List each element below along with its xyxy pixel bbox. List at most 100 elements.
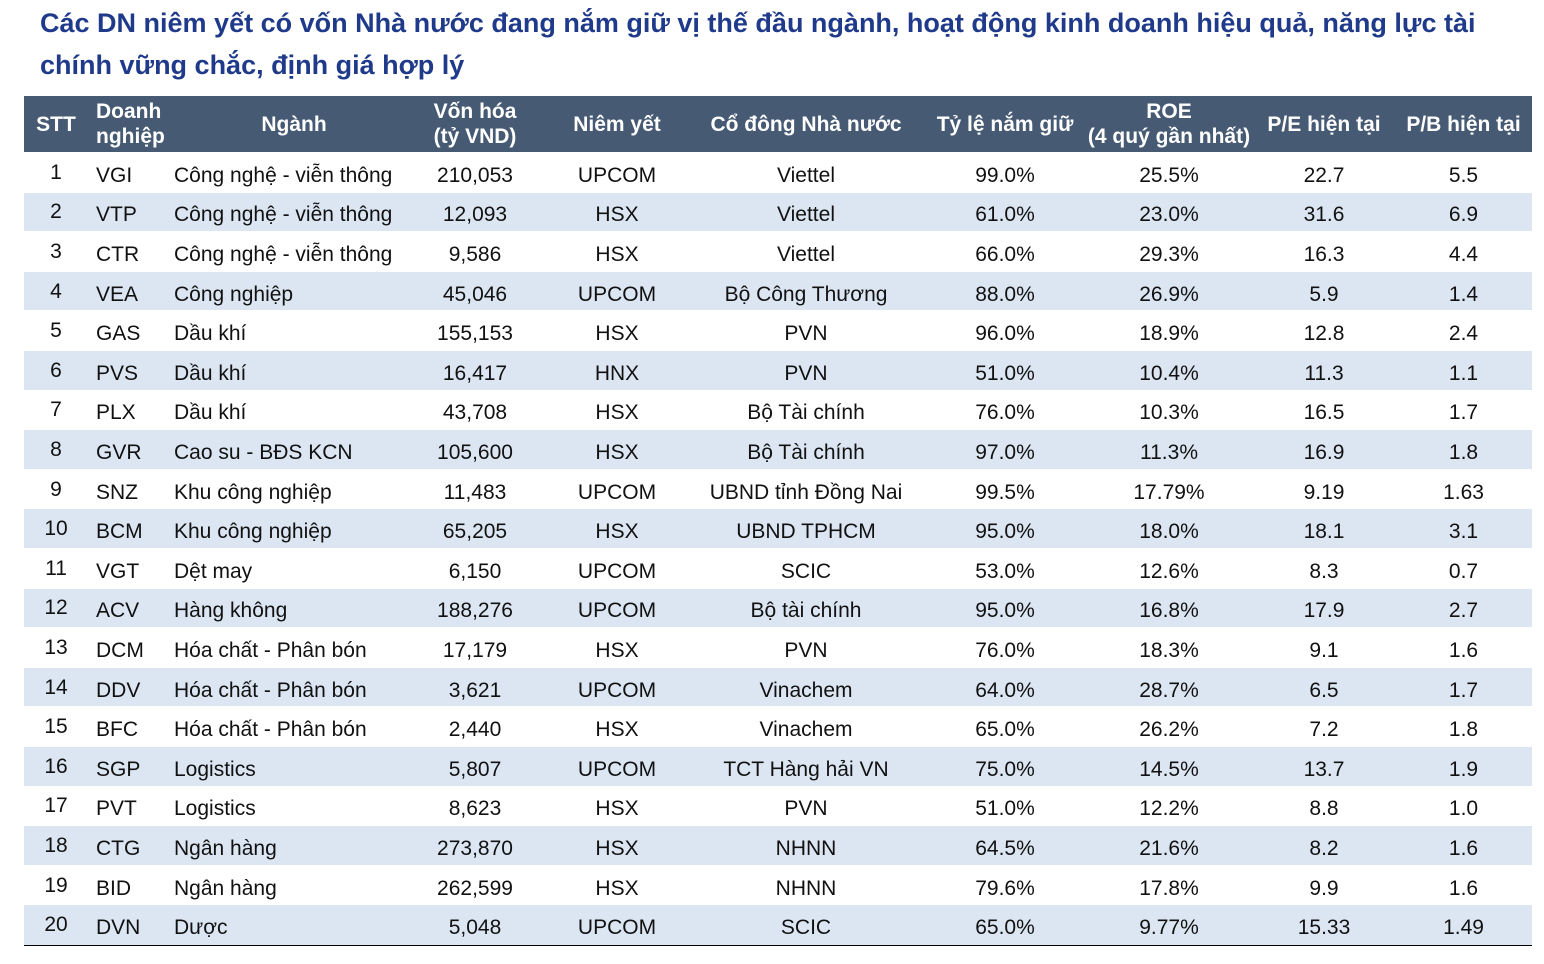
table-cell: DCM [96,628,174,668]
table-cell: Dầu khí [174,351,434,391]
cell-text: 18.1 [1303,520,1345,544]
table-cell: 11.3% [1085,430,1253,470]
table-cell: UPCOM [550,272,684,312]
cell-text: 45,046 [442,282,508,306]
cell-text: 6,150 [448,559,502,583]
table-cell: 12.8 [1255,311,1393,351]
table-cell: 3,621 [410,668,540,708]
cell-text: 1.63 [1443,480,1484,504]
table-cell: PVS [96,351,174,391]
table-cell: 3 [24,232,88,272]
table-cell: 17.79% [1085,470,1253,510]
cell-text: 5 [50,319,62,343]
cell-text: SCIC [780,559,832,583]
table-cell: 12 [24,589,88,629]
cell-text: 3 [50,239,62,263]
table-cell: 65.0% [930,905,1080,945]
table-cell: Vinachem [690,668,922,708]
table-cell: 17.9 [1255,589,1393,629]
table-cell: Công nghệ - viễn thông [174,193,434,233]
cell-text: 16,417 [442,361,508,385]
cell-text: 1 [50,160,62,184]
table-cell: 2,440 [410,707,540,747]
cell-text: Dệt may [174,559,253,583]
table-cell: Logistics [174,787,434,827]
cell-text: 1.49 [1443,916,1484,940]
table-cell: NHNN [690,866,922,906]
cell-text: 21.6% [1139,836,1199,860]
cell-text: 16.3 [1303,242,1345,266]
table-row: 10 BCM Khu công nghiệp 65,205 HSX UBND TPHCM 9… [24,508,1532,549]
cell-text: Hóa chất - Phân bón [174,638,367,662]
table-cell: Hóa chất - Phân bón [174,628,434,668]
table-row: 3 CTR Công nghệ - viễn thông 9,586 HSX Viette… [24,231,1532,272]
cell-text: 105,600 [437,440,513,464]
table-row: 8 GVR Cao su - BĐS KCN 105,600 HSX Bộ Tài chí… [24,429,1532,470]
cell-text: PVN [784,361,828,385]
table-cell: 10.4% [1085,351,1253,391]
cell-text: 17,179 [442,638,508,662]
table-cell: PVN [690,351,922,391]
table-row: 9 SNZ Khu công nghiệp 11,483 UPCOM UBND tỉnh … [24,468,1532,510]
table-cell: 16,417 [410,351,540,391]
table-cell: 5.9 [1255,272,1393,312]
table-cell: 4 [24,272,88,312]
cell-text: 2.7 [1448,599,1479,623]
cell-text: 66.0% [975,242,1035,266]
table-row: 1 VGI Công nghệ - viễn thông 210,053 UPCOM Vi… [24,152,1532,193]
table-cell: 0.7 [1395,549,1532,589]
table-cell: UBND tỉnh Đồng Nai [690,470,922,510]
table-cell: 99.5% [930,470,1080,510]
cell-text: GVR [96,440,142,464]
cell-text: 95.0% [975,520,1035,544]
table-cell: HSX [550,193,684,233]
cell-text: PVT [96,797,137,821]
table-cell: 6.5 [1255,668,1393,708]
table-cell: PVT [96,787,174,827]
header-text: Doanh [96,100,162,123]
cell-text: Ngân hàng [174,836,277,860]
cell-text: Bộ Tài chính [747,401,865,425]
cell-text: 6.9 [1448,203,1479,227]
cell-text: 14 [44,675,68,699]
cell-text: HSX [595,203,639,227]
cell-text: HSX [595,876,639,900]
table-cell: HNX [550,351,684,391]
cell-text: 1.9 [1448,757,1479,781]
table-cell: 8,623 [410,787,540,827]
table-cell: 9.1 [1255,628,1393,668]
table-cell: 155,153 [410,311,540,351]
table-cell: 6,150 [410,549,540,589]
table-row: 14 DDV Hóa chất - Phân bón 3,621 UPCOM Vinach… [24,666,1532,708]
cell-text: 28.7% [1139,678,1199,702]
table-cell: Bộ tài chính [690,589,922,629]
table-cell: 10 [24,509,88,549]
cell-text: Bộ tài chính [750,599,862,623]
cell-text: 5.5 [1448,163,1479,187]
cell-text: Logistics [174,797,256,821]
table-cell: 1.0 [1395,787,1532,827]
header-text: (4 quý gần nhất) [1087,125,1251,148]
table-row: 16 SGP Logistics 5,807 UPCOM TCT Hàng hải VN 7… [24,746,1532,787]
table-cell: UPCOM [550,549,684,589]
cell-text: SNZ [96,480,138,504]
cell-text: 10 [44,517,68,541]
cell-text: Bộ Công Thương [724,282,888,306]
table-cell: 8.3 [1255,549,1393,589]
cell-text: 17.8% [1139,876,1199,900]
cell-text: VGI [96,163,133,187]
table-cell: 16.5 [1255,391,1393,431]
cell-text: 4.4 [1448,242,1479,266]
table-cell: 9,586 [410,232,540,272]
table-cell: 273,870 [410,826,540,866]
table-cell: 65.0% [930,707,1080,747]
cell-text: 262,599 [437,876,513,900]
cell-text: PLX [96,401,136,425]
table-cell: 17,179 [410,628,540,668]
table-cell: 97.0% [930,430,1080,470]
title: Các DN niêm yết có vốn Nhà nước đang nắm… [40,8,1476,80]
table-row: 19 BID Ngân hàng 262,599 HSX NHNN 79.6% 17.8% 9.… [24,864,1532,906]
cell-text: 1.6 [1448,638,1479,662]
cell-text: 8.3 [1309,559,1339,583]
